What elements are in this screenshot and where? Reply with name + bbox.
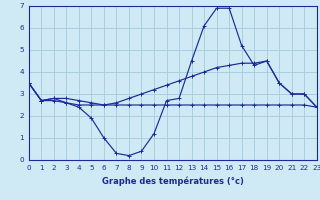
X-axis label: Graphe des températures (°c): Graphe des températures (°c) <box>102 176 244 186</box>
